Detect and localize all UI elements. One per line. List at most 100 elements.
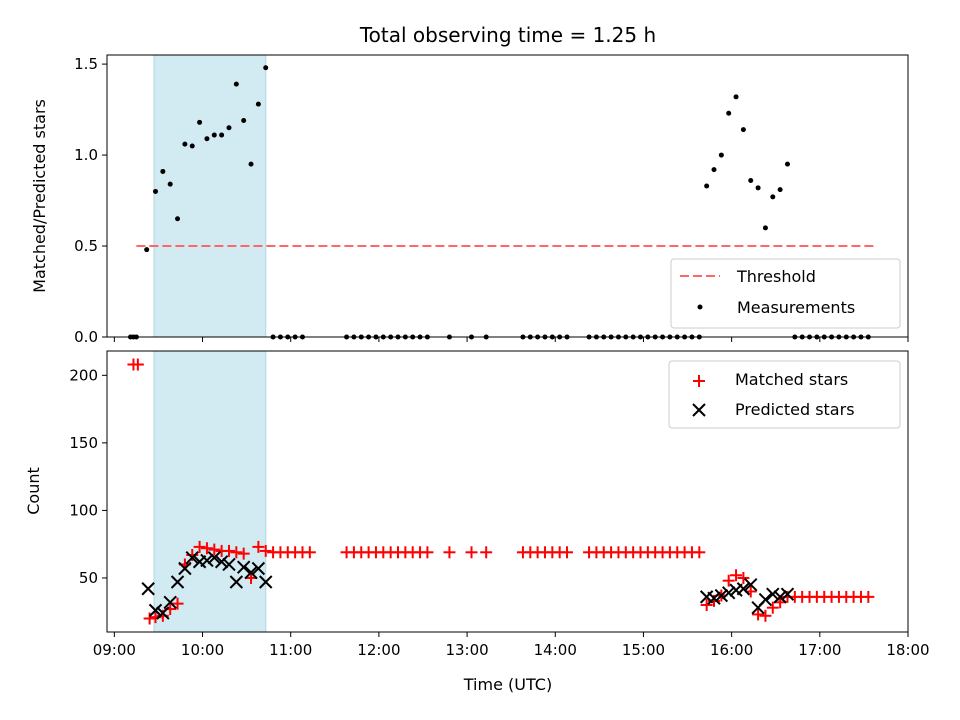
predicted-star-point <box>251 561 266 576</box>
measurement-point <box>255 101 261 107</box>
matched-star-point <box>465 546 478 559</box>
matched-star-point <box>230 546 243 559</box>
predicted-star-point <box>259 575 273 589</box>
matched-star-point <box>561 546 574 559</box>
matched-star-point <box>759 609 772 622</box>
predicted-star-point <box>178 561 192 576</box>
bottom-y-tick-label: 150 <box>69 434 98 452</box>
predicted-star-point <box>736 582 751 596</box>
predicted-star-point <box>207 550 221 565</box>
predicted-star-point <box>148 603 163 618</box>
predicted-star-point <box>714 588 729 603</box>
bottom-x-tick-label: 14:00 <box>534 641 577 659</box>
bottom-y-tick-label: 100 <box>69 501 98 519</box>
measurement-point <box>704 183 710 189</box>
matched-star-point <box>862 590 875 603</box>
measurement-point <box>248 161 254 167</box>
matched-star-point <box>222 544 235 557</box>
predicted-star-point <box>244 565 258 580</box>
predicted-star-point <box>229 575 244 589</box>
measurement-point <box>233 81 239 87</box>
measurement-point <box>160 168 166 174</box>
bottom-panel: Count Time (UTC) 50 100 150 200 09:00 10:00 11… <box>24 350 930 694</box>
matched-star-point <box>693 546 706 559</box>
measurement-point <box>784 161 790 167</box>
predicted-star-point <box>766 587 780 601</box>
legend-matched-label: Matched stars <box>735 370 848 389</box>
chart-title: Total observing time = 1.25 h <box>359 23 656 47</box>
legend-threshold-label: Threshold <box>736 267 816 286</box>
bottom-highlight-span <box>153 350 267 633</box>
top-y-axis-label: Matched/Predicted stars <box>30 99 49 293</box>
matched-star-point <box>237 547 250 560</box>
bottom-x-tick-label: 13:00 <box>445 641 488 659</box>
matched-star-point <box>752 608 765 621</box>
matched-star-point <box>700 598 713 611</box>
matched-star-point <box>722 574 735 587</box>
measurement-point <box>204 136 210 142</box>
matched-star-point <box>443 546 456 559</box>
matched-star-point <box>303 546 316 559</box>
measurement-point <box>226 125 232 131</box>
bottom-y-tick-label: 200 <box>69 366 98 384</box>
matched-star-point <box>193 540 206 553</box>
top-y-tick-label: 1.5 <box>74 55 98 73</box>
matched-star-point <box>730 569 743 582</box>
matched-star-point <box>766 601 779 614</box>
predicted-star-point <box>222 557 236 572</box>
bottom-x-tick-label: 18:00 <box>886 641 929 659</box>
top-plot-area: 0.0 0.5 1.0 1.5 <box>74 54 909 346</box>
measurement-point <box>748 178 754 184</box>
bottom-y-tick-label: 50 <box>79 569 98 587</box>
top-plot-frame <box>106 54 909 338</box>
legend-measurements-swatch <box>697 304 703 310</box>
predicted-star-point <box>163 595 177 609</box>
measurement-point <box>153 188 159 194</box>
measurement-point <box>211 132 217 138</box>
bottom-x-tick-label: 15:00 <box>622 641 665 659</box>
predicted-star-point <box>185 550 199 565</box>
measurement-point <box>241 117 247 123</box>
matched-star-point <box>131 358 144 371</box>
bottom-legend: Matched stars Predicted stars <box>668 360 901 429</box>
matched-star-point <box>208 543 221 556</box>
predicted-star-point <box>773 590 787 604</box>
predicted-star-point <box>744 578 758 592</box>
measurement-point <box>175 216 181 222</box>
legend-matched-swatch <box>693 375 705 387</box>
legend-predicted-swatch <box>692 403 706 417</box>
bottom-x-tick-label: 09:00 <box>93 641 136 659</box>
predicted-star-point <box>170 575 185 589</box>
predicted-star-point <box>156 606 170 620</box>
measurement-point <box>144 247 150 253</box>
measurement-point <box>755 185 761 191</box>
measurement-point <box>197 119 203 125</box>
bottom-x-tick-label: 16:00 <box>710 641 753 659</box>
measurement-point <box>762 225 768 231</box>
measurement-point <box>711 167 717 173</box>
matched-star-point <box>252 540 265 553</box>
matched-star-point <box>200 542 213 555</box>
top-y-tick-label: 0.0 <box>74 328 98 346</box>
measurement-point <box>263 65 269 71</box>
bottom-x-tick-label: 11:00 <box>269 641 312 659</box>
legend-measurements-label: Measurements <box>737 298 855 317</box>
matched-star-point <box>421 546 434 559</box>
matched-star-point <box>737 571 750 584</box>
top-highlight-span <box>153 54 267 338</box>
predicted-star-point <box>758 592 773 607</box>
bottom-plot-area: 50 100 150 200 09:00 10:00 11:00 12:00 13:00 14:0… <box>69 350 930 659</box>
predicted-star-point <box>200 553 214 568</box>
top-legend-box <box>670 258 901 329</box>
bottom-x-tick-label: 10:00 <box>181 641 224 659</box>
predicted-star-point <box>707 591 721 605</box>
measurement-point <box>167 181 173 187</box>
measurement-point <box>182 141 188 147</box>
measurement-point <box>777 187 783 193</box>
measurement-point <box>219 132 225 138</box>
x-axis-label: Time (UTC) <box>463 675 552 694</box>
measurement-point <box>189 143 195 149</box>
predicted-star-point <box>780 587 795 601</box>
measurement-point <box>733 94 739 100</box>
